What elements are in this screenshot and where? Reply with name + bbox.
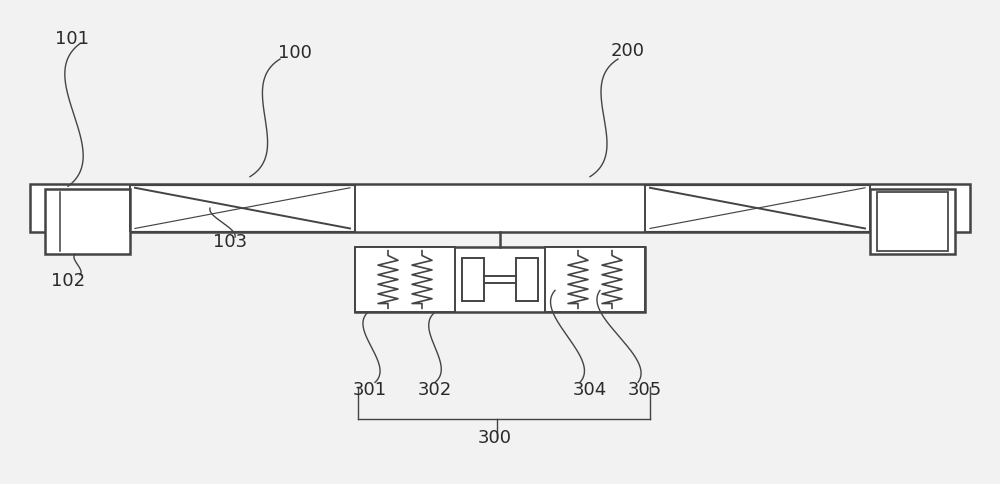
Text: 300: 300	[478, 429, 512, 447]
Bar	[355, 247, 645, 312]
Text: 304: 304	[573, 380, 607, 399]
Bar	[462, 258, 484, 301]
Text: 101: 101	[55, 30, 89, 48]
Text: 305: 305	[628, 380, 662, 399]
Text: 102: 102	[51, 272, 85, 290]
Bar	[45, 189, 130, 254]
Bar	[870, 189, 955, 254]
Text: 302: 302	[418, 380, 452, 399]
Text: 301: 301	[353, 380, 387, 399]
Bar	[545, 247, 645, 312]
Bar	[516, 258, 538, 301]
Text: 200: 200	[611, 42, 645, 60]
Bar	[30, 184, 970, 232]
Text: 100: 100	[278, 44, 312, 62]
Text: 103: 103	[213, 233, 247, 251]
Bar	[355, 247, 455, 312]
Bar	[877, 192, 948, 251]
